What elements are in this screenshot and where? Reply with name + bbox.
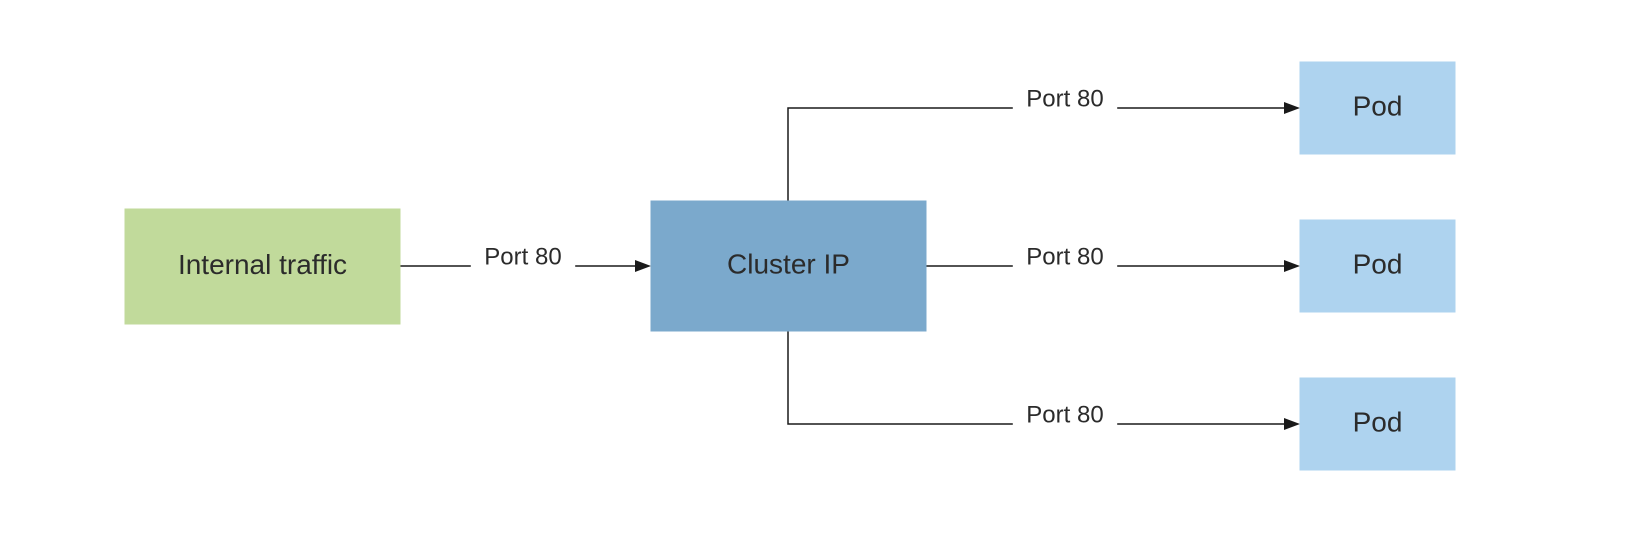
pod-1-label: Pod: [1353, 90, 1403, 121]
cluster-ip-label: Cluster IP: [727, 248, 850, 279]
internal-traffic-label: Internal traffic: [178, 249, 347, 280]
e-cluster-pod3: Port 80: [788, 331, 1300, 433]
pod-2-label: Pod: [1353, 248, 1403, 279]
e-cluster-pod2-label: Port 80: [1026, 243, 1103, 270]
pod-1-node: Pod: [1300, 62, 1455, 154]
cluster-ip-diagram: Port 80 Port 80 Port 80 Port 80 Internal tra…: [0, 0, 1637, 560]
e-traffic-cluster: Port 80: [400, 239, 651, 275]
pod-3-node: Pod: [1300, 378, 1455, 470]
internal-traffic-node: Internal traffic: [125, 209, 400, 324]
e-cluster-pod2: Port 80: [926, 239, 1300, 275]
e-cluster-pod1-arrowhead: [1284, 102, 1300, 114]
e-cluster-pod3-label: Port 80: [1026, 401, 1103, 428]
e-traffic-cluster-label: Port 80: [484, 243, 561, 270]
e-cluster-pod1-line: [788, 108, 1290, 201]
e-cluster-pod2-arrowhead: [1284, 260, 1300, 272]
e-cluster-pod1-label: Port 80: [1026, 85, 1103, 112]
cluster-ip-node: Cluster IP: [651, 201, 926, 331]
e-cluster-pod3-arrowhead: [1284, 418, 1300, 430]
pod-3-label: Pod: [1353, 406, 1403, 437]
pod-2-node: Pod: [1300, 220, 1455, 312]
e-traffic-cluster-arrowhead: [635, 260, 651, 272]
e-cluster-pod1: Port 80: [788, 81, 1300, 201]
